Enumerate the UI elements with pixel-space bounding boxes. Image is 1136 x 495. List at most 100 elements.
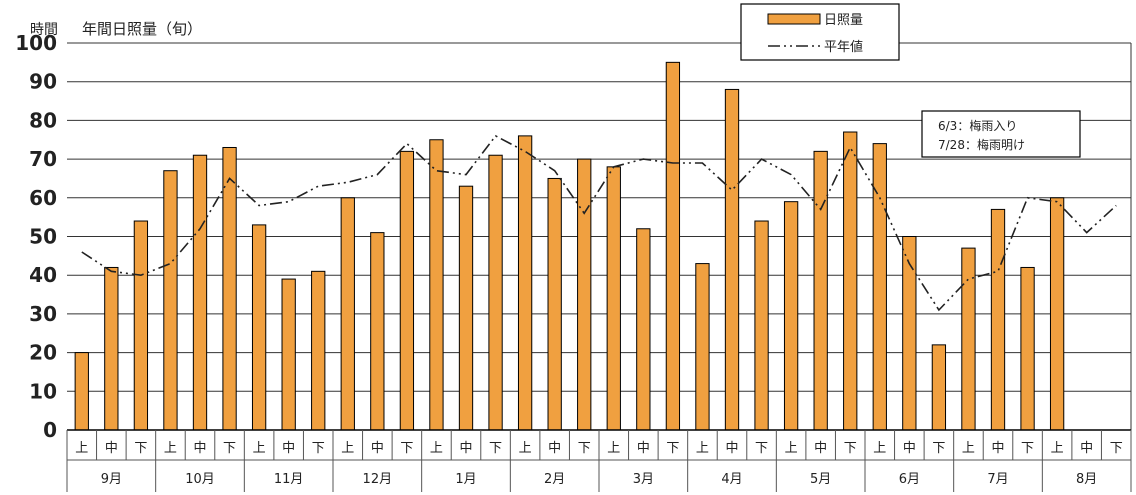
bar (843, 131, 858, 431)
y-tick-label: 50 (29, 225, 57, 249)
bar (754, 220, 769, 431)
bar (665, 61, 681, 431)
bar (399, 150, 415, 431)
bar (695, 263, 710, 431)
normal-value-line (81, 134, 1117, 312)
x-subcategory-label: 上 (1051, 441, 1064, 456)
line-series (81, 134, 1117, 312)
x-subcategory-label: 上 (164, 441, 177, 456)
x-subcategory-label: 上 (253, 441, 266, 456)
x-month-label: 8月 (1076, 472, 1097, 487)
x-month-label: 1月 (455, 472, 476, 487)
y-tick-label: 80 (29, 108, 57, 132)
x-subcategory-label: 中 (637, 441, 650, 456)
y-tick-label: 0 (43, 418, 57, 442)
bar (340, 197, 355, 431)
x-month-label: 12月 (363, 472, 393, 487)
x-subcategory-label: 下 (312, 441, 325, 456)
bar (990, 208, 1006, 431)
bar (872, 143, 887, 431)
y-tick-label: 60 (29, 186, 57, 210)
y-axis-ticks: 0 10 20 30 40 50 60 70 80 90 100 (15, 31, 57, 442)
x-subcategory-label: 下 (844, 441, 857, 456)
bar (931, 344, 947, 431)
x-subcategory-label: 下 (489, 441, 502, 456)
x-subcategory-label: 上 (962, 441, 975, 456)
x-month-label: 3月 (633, 472, 654, 487)
bar (458, 185, 474, 431)
x-subcategory-label: 上 (607, 441, 620, 456)
x-subcategory-label: 上 (785, 441, 798, 456)
x-month-label: 4月 (721, 472, 742, 487)
x-subcategory-label: 中 (105, 441, 118, 456)
x-month-label: 6月 (899, 472, 920, 487)
bar (724, 88, 740, 431)
legend-bar-label: 日照量 (824, 13, 863, 28)
x-subcategory-label: 下 (223, 441, 236, 456)
y-axis-label: 時間 (30, 22, 58, 38)
x-subcategory-label: 上 (873, 441, 886, 456)
bar (133, 220, 149, 431)
bar (281, 278, 296, 431)
y-tick-label: 100 (15, 31, 57, 55)
x-subcategory-label: 中 (725, 441, 738, 456)
x-subcategory-label: 上 (341, 441, 354, 456)
x-subcategory-label: 上 (696, 441, 709, 456)
bar (517, 135, 533, 431)
x-subcategory-label: 下 (1021, 441, 1034, 456)
y-tick-label: 20 (29, 341, 57, 365)
x-subcategory-label: 中 (903, 441, 916, 456)
x-month-label: 11月 (274, 472, 304, 487)
annotation-line-2: 7/28：梅雨明け (938, 137, 1025, 152)
annotation-box: 6/3：梅雨入り 7/28：梅雨明け (921, 110, 1081, 158)
bar (1049, 197, 1065, 431)
x-subcategory-label: 上 (519, 441, 532, 456)
bar-series (74, 61, 1065, 431)
x-subcategory-label: 下 (755, 441, 768, 456)
x-subcategory-label: 中 (282, 441, 295, 456)
bar (192, 154, 208, 431)
x-subcategory-label: 中 (548, 441, 561, 456)
x-subcategory-label: 下 (134, 441, 147, 456)
y-tick-label: 90 (29, 70, 57, 94)
y-tick-label: 10 (29, 379, 57, 403)
bar (163, 170, 178, 431)
bar (813, 150, 828, 431)
bar (311, 270, 326, 431)
x-month-label: 5月 (810, 472, 831, 487)
bar (902, 236, 917, 431)
x-subcategory-label: 中 (814, 441, 827, 456)
bar (74, 352, 89, 431)
bar (1020, 266, 1035, 431)
x-subcategory-label: 中 (991, 441, 1004, 456)
bar (547, 177, 562, 431)
x-subcategory-label: 上 (430, 441, 443, 456)
x-subcategory-label: 下 (1110, 441, 1123, 456)
bar (251, 224, 267, 431)
x-subcategory-label: 中 (1080, 441, 1093, 456)
bar (429, 139, 444, 431)
x-subcategory-label: 中 (193, 441, 206, 456)
bar (961, 247, 976, 431)
bar (577, 158, 592, 431)
annotation-line-1: 6/3：梅雨入り (938, 118, 1017, 133)
legend-line-label: 平年値 (824, 39, 863, 55)
x-subcategory-label: 下 (666, 441, 679, 456)
bar (783, 201, 799, 431)
bar (606, 166, 621, 431)
bar (370, 232, 385, 431)
y-tick-label: 30 (29, 302, 57, 326)
x-subcategory-label: 上 (75, 441, 88, 456)
bar (222, 146, 237, 431)
legend: 日照量 平年値 (740, 3, 900, 61)
x-axis: 上 中 下 上 中 下 上 中 下 上 中 下 上 中 下 上 中 下 上 中 下 上 中 下 上 中 下 上 中 下 上 中 下 上 中 下 9月 10… (66, 429, 1132, 492)
x-subcategory-label: 下 (578, 441, 591, 456)
x-month-label: 7月 (987, 472, 1008, 487)
legend-bar-swatch (767, 13, 821, 25)
x-subcategory-label: 中 (371, 441, 384, 456)
y-tick-label: 70 (29, 147, 57, 171)
x-subcategory-label: 中 (459, 441, 472, 456)
bar (104, 266, 119, 431)
x-month-label: 10月 (185, 472, 215, 487)
